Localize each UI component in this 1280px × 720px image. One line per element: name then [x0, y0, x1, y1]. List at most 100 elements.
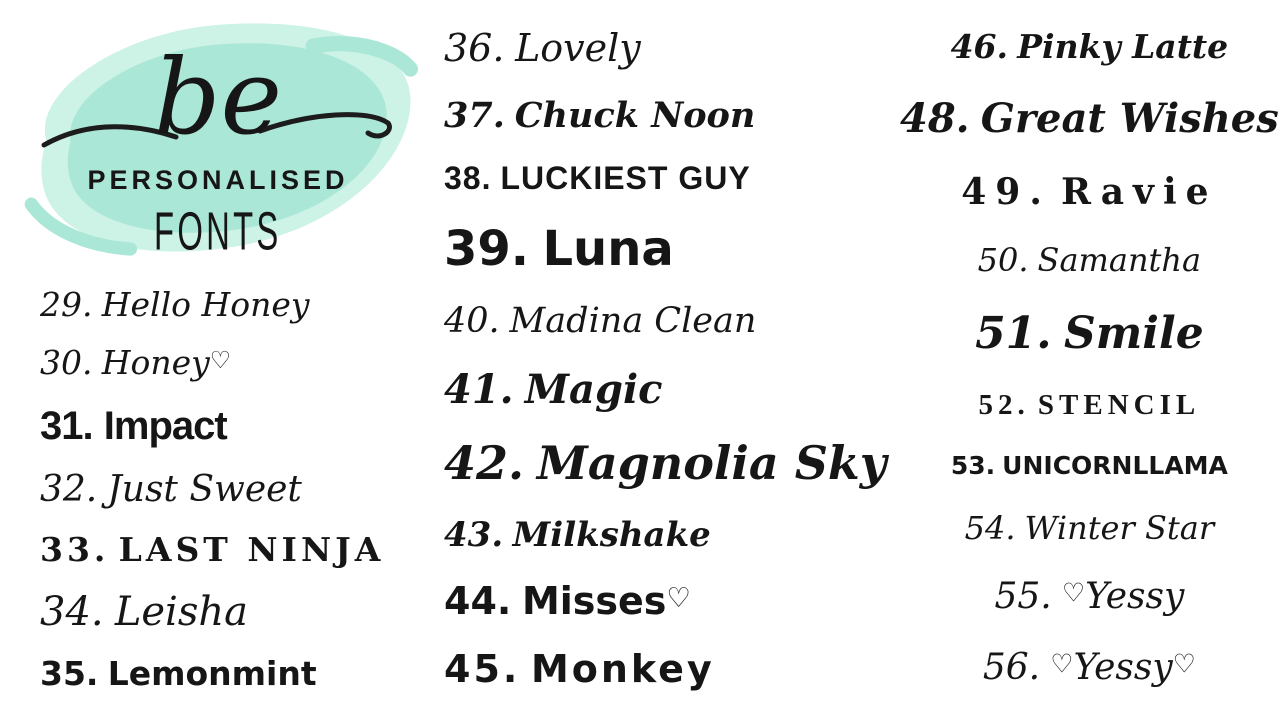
font-sample-name: Pinky Latte — [1017, 27, 1229, 67]
brand-logo: be PERSONALISED FONTS — [18, 8, 418, 270]
font-sample-item: 32. Just Sweet — [40, 468, 418, 510]
font-sample-name: Hello Honey — [101, 284, 310, 324]
font-sample-number: 30. — [40, 343, 93, 383]
font-sample-item: 44. Misses♡ — [444, 580, 874, 623]
column-left: be PERSONALISED FONTS 29. Hello Honey 30.… — [18, 8, 418, 710]
font-sample-name: Magic — [524, 365, 663, 413]
font-sample-item: 54. Winter Star — [964, 508, 1215, 547]
font-sample-name: Lovely — [515, 26, 641, 70]
font-column-middle: 36. Lovely 37. Chuck Noon 38. LUCKIEST GUY … — [444, 8, 887, 710]
font-sample-item: 34. Leisha — [40, 590, 418, 635]
font-sample-item: 51. Smile — [975, 309, 1204, 358]
font-sample-number: 43. — [444, 514, 504, 555]
font-sample-item: 33. LAST NINJA — [40, 529, 418, 569]
font-sample-name: Great Wishes — [980, 94, 1279, 142]
font-sample-item: 46. Pinky Latte — [950, 27, 1229, 67]
font-sample-item: 45. Monkey — [444, 648, 874, 691]
font-sample-number: 44. — [444, 578, 512, 623]
font-sample-number: 45. — [444, 647, 521, 692]
font-sample-number: 51. — [975, 308, 1052, 360]
logo-script-word: be — [153, 36, 283, 158]
heart-flourish-icon: ♡ — [1061, 578, 1086, 609]
font-sample-name: STENCIL — [1037, 389, 1201, 422]
font-sample-name: Ravie — [1060, 171, 1218, 214]
font-sample-name: Just Sweet — [107, 468, 302, 510]
heart-flourish-icon: ♡ — [666, 583, 691, 615]
font-sample-item: 41. Magic — [444, 365, 874, 413]
font-sample-name: Chuck Noon — [514, 94, 756, 136]
font-sample-item: 53. UNICORNLLAMA — [951, 452, 1228, 480]
font-sample-number: 36. — [444, 26, 505, 70]
font-sample-item: 48. Great Wishes — [900, 94, 1279, 142]
font-sample-number: 52. — [978, 389, 1030, 422]
font-sample-number: 54. — [964, 508, 1016, 547]
font-sample-name: Impact — [103, 403, 228, 448]
font-sample-number: 40. — [444, 301, 500, 342]
font-sample-item: 29. Hello Honey — [40, 284, 418, 324]
font-sample-name: Milkshake — [512, 514, 711, 555]
heart-flourish-icon: ♡ — [1050, 649, 1074, 680]
font-sample-name: Misses — [521, 578, 667, 623]
font-sample-number: 37. — [444, 94, 505, 136]
font-sample-name: Honey — [101, 343, 210, 383]
font-sample-number: 39. — [444, 220, 530, 277]
font-sample-number: 29. — [40, 284, 93, 324]
font-sample-item: 49. Ravie — [961, 172, 1217, 212]
font-sample-name: Madina Clean — [509, 301, 757, 342]
font-sample-number: 38. — [444, 159, 492, 196]
font-sample-item: 39. Luna — [444, 220, 874, 277]
heart-flourish-icon: ♡ — [1172, 649, 1196, 680]
font-sample-item: 56. ♡Yessy♡ — [983, 648, 1196, 688]
font-sample-number: 56. — [982, 647, 1041, 689]
font-sample-item: 35. Lemonmint — [40, 654, 418, 694]
font-sample-number: 48. — [900, 94, 970, 142]
font-sample-name: Yessy — [1085, 576, 1185, 618]
font-sample-item: 42. Magnolia Sky — [444, 436, 887, 491]
font-sample-item: 50. Samantha — [977, 241, 1202, 280]
font-sample-name: Monkey — [530, 647, 715, 692]
logo-line-personalised: PERSONALISED — [87, 165, 349, 195]
font-sample-number: 46. — [950, 27, 1008, 67]
logo-line-fonts: FONTS — [154, 202, 282, 262]
font-sample-number: 31. — [40, 403, 94, 448]
font-sample-name: Winter Star — [1024, 508, 1215, 547]
font-sample-number: 42. — [444, 436, 525, 491]
brush-stroke-graphic — [24, 23, 418, 256]
font-sample-item: 31. Impact — [40, 404, 418, 449]
font-column-right: 46. Pinky Latte 48. Great Wishes 49. Ravie … — [900, 8, 1279, 710]
column-middle: 36. Lovely 37. Chuck Noon 38. LUCKIEST GUY … — [444, 8, 887, 710]
font-sample-name: Smile — [1063, 308, 1204, 360]
font-sample-number: 34. — [40, 589, 104, 636]
font-sample-name: LAST NINJA — [118, 529, 385, 569]
font-sample-number: 33. — [40, 529, 110, 569]
font-sample-name: Magnolia Sky — [536, 436, 887, 491]
font-column-left: 29. Hello Honey 30. Honey♡ 31. Impact 32. Ju… — [18, 270, 418, 710]
font-sample-number: 50. — [977, 241, 1029, 280]
font-sample-item: 52. STENCIL — [979, 389, 1201, 421]
font-sample-number: 53. — [950, 451, 996, 481]
swash-flourish — [41, 112, 392, 148]
font-sample-item: 55. ♡Yessy — [994, 577, 1184, 617]
font-sample-name: Luna — [542, 220, 674, 277]
font-sample-item: 38. LUCKIEST GUY — [444, 159, 874, 197]
font-sample-item: 36. Lovely — [444, 27, 874, 70]
font-sample-number: 49. — [961, 171, 1051, 214]
font-sample-number: 55. — [994, 576, 1052, 618]
heart-flourish-icon: ♡ — [209, 346, 232, 375]
logo-text: be PERSONALISED FONTS — [18, 8, 418, 270]
font-sample-name: LUCKIEST GUY — [500, 159, 751, 196]
font-sample-name: UNICORNLLAMA — [1002, 451, 1228, 481]
font-sample-item: 30. Honey♡ — [40, 343, 418, 383]
font-sample-name: Yessy — [1073, 647, 1173, 689]
font-sample-name: Lemonmint — [107, 654, 317, 694]
font-sample-number: 35. — [40, 654, 99, 694]
font-sample-item: 43. Milkshake — [444, 516, 874, 554]
font-sample-number: 41. — [444, 365, 514, 413]
font-sample-name: Samantha — [1037, 241, 1202, 280]
column-right: 46. Pinky Latte 48. Great Wishes 49. Ravie … — [900, 8, 1279, 710]
font-sample-item: 40. Madina Clean — [444, 302, 874, 341]
logo-script-row: be — [38, 45, 398, 163]
font-sample-number: 32. — [40, 468, 98, 510]
font-sample-name: Leisha — [114, 589, 248, 636]
